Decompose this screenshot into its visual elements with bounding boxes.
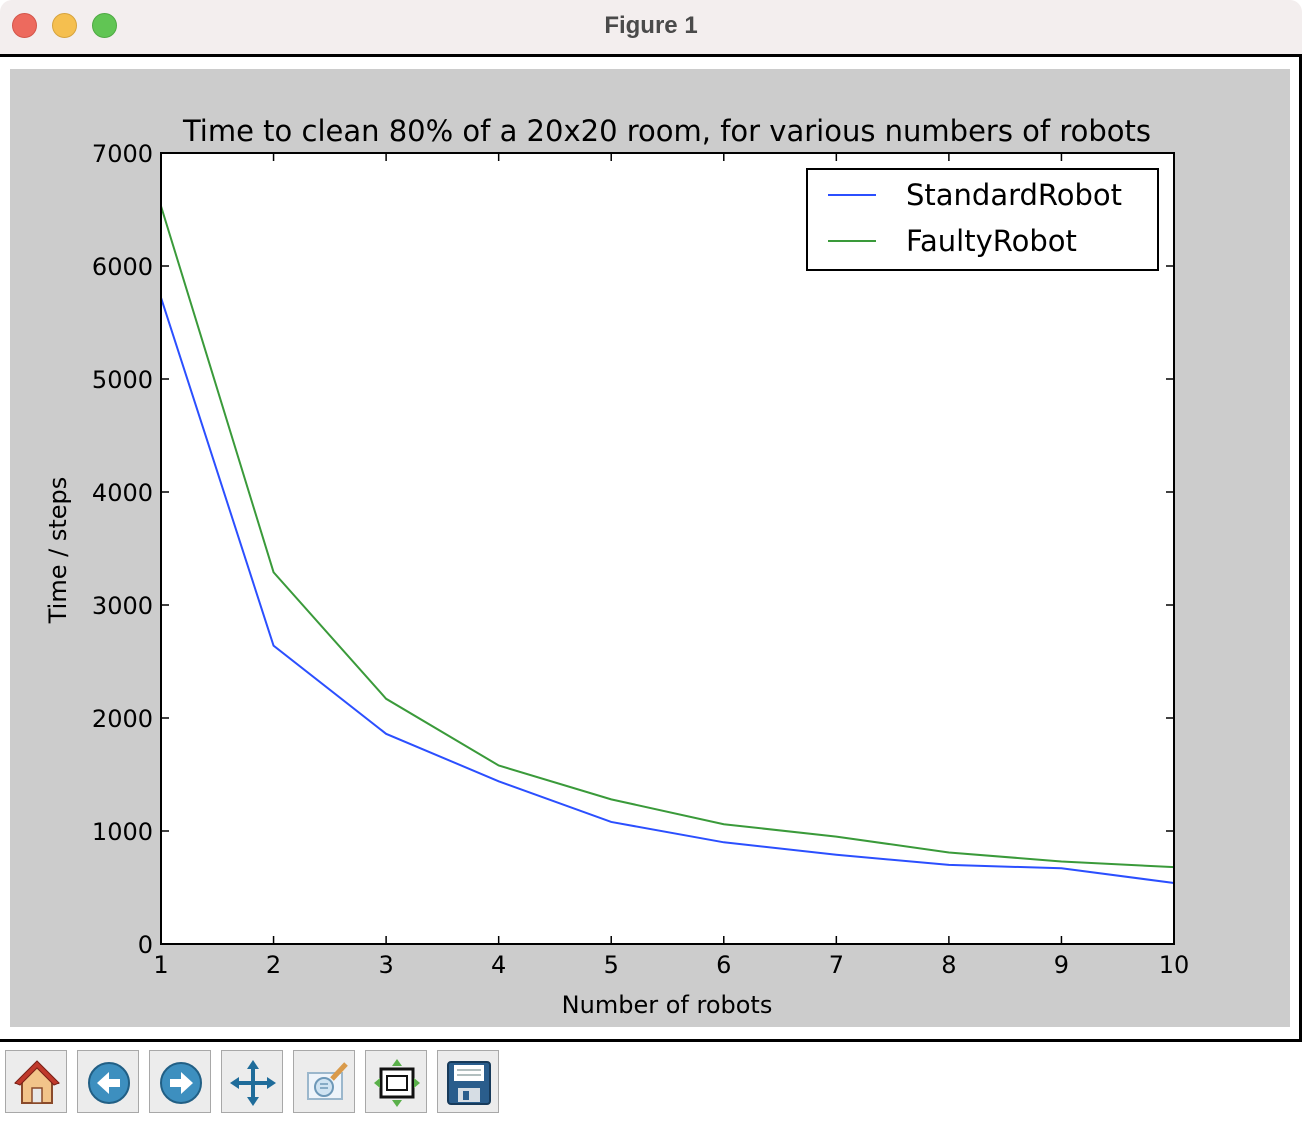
x-tick-label: 9 [1054, 951, 1069, 979]
y-tick-label: 7000 [92, 140, 153, 168]
x-tick-label: 1 [153, 951, 168, 979]
subplots-icon [374, 1059, 420, 1107]
home-icon [14, 1060, 60, 1104]
minimize-window-button[interactable] [52, 13, 77, 38]
zoom-button[interactable] [293, 1050, 355, 1113]
y-tick-label: 6000 [92, 253, 153, 281]
series-lines [160, 205, 1175, 884]
x-tick-label: 5 [604, 951, 619, 979]
series-line-standardrobot [160, 297, 1175, 884]
series-line-faultyrobot [160, 205, 1175, 869]
legend: StandardRobot FaultyRobot [806, 168, 1159, 271]
plot-frame [160, 152, 1175, 945]
x-tick-label: 2 [266, 951, 281, 979]
x-tick-label: 10 [1159, 951, 1190, 979]
window-title: Figure 1 [604, 12, 698, 39]
y-tick-labels: 0 1000 2000 3000 4000 5000 6000 7000 [92, 140, 153, 959]
y-axis-label: Time / steps [44, 477, 72, 625]
y-tick-label: 2000 [92, 705, 153, 733]
move-arrows-icon [230, 1060, 276, 1106]
x-axis-label: Number of robots [562, 991, 773, 1019]
legend-label-faultyrobot: FaultyRobot [906, 224, 1077, 258]
forward-arrow-icon [160, 1062, 202, 1104]
legend-label-standardrobot: StandardRobot [906, 178, 1122, 212]
back-button[interactable] [77, 1050, 139, 1113]
x-tick-label: 3 [378, 951, 393, 979]
back-arrow-icon [88, 1062, 130, 1104]
configure-subplots-button[interactable] [365, 1050, 427, 1113]
legend-box [806, 168, 1159, 271]
y-tick-label: 4000 [92, 479, 153, 507]
x-tick-label: 4 [491, 951, 506, 979]
close-window-button[interactable] [12, 13, 37, 38]
y-tick-label: 1000 [92, 818, 153, 846]
navigation-toolbar [0, 1042, 1302, 1124]
y-tick-label: 5000 [92, 366, 153, 394]
pan-button[interactable] [221, 1050, 283, 1113]
x-tick-label: 6 [716, 951, 731, 979]
save-button[interactable] [437, 1050, 499, 1113]
title-bar: Figure 1 [0, 0, 1302, 54]
forward-button[interactable] [149, 1050, 211, 1113]
y-tick-label: 0 [138, 931, 153, 959]
x-tick-label: 8 [941, 951, 956, 979]
x-tick-label: 7 [829, 951, 844, 979]
y-tick-label: 3000 [92, 592, 153, 620]
maximize-window-button[interactable] [92, 13, 117, 38]
plot-area [161, 153, 1174, 944]
chart-title: Time to clean 80% of a 20x20 room, for v… [182, 114, 1151, 148]
floppy-disk-icon [447, 1061, 491, 1105]
x-tick-labels: 1 2 3 4 5 6 7 8 9 10 [153, 951, 1189, 979]
zoom-rect-icon [307, 1062, 348, 1100]
home-button[interactable] [5, 1050, 67, 1113]
